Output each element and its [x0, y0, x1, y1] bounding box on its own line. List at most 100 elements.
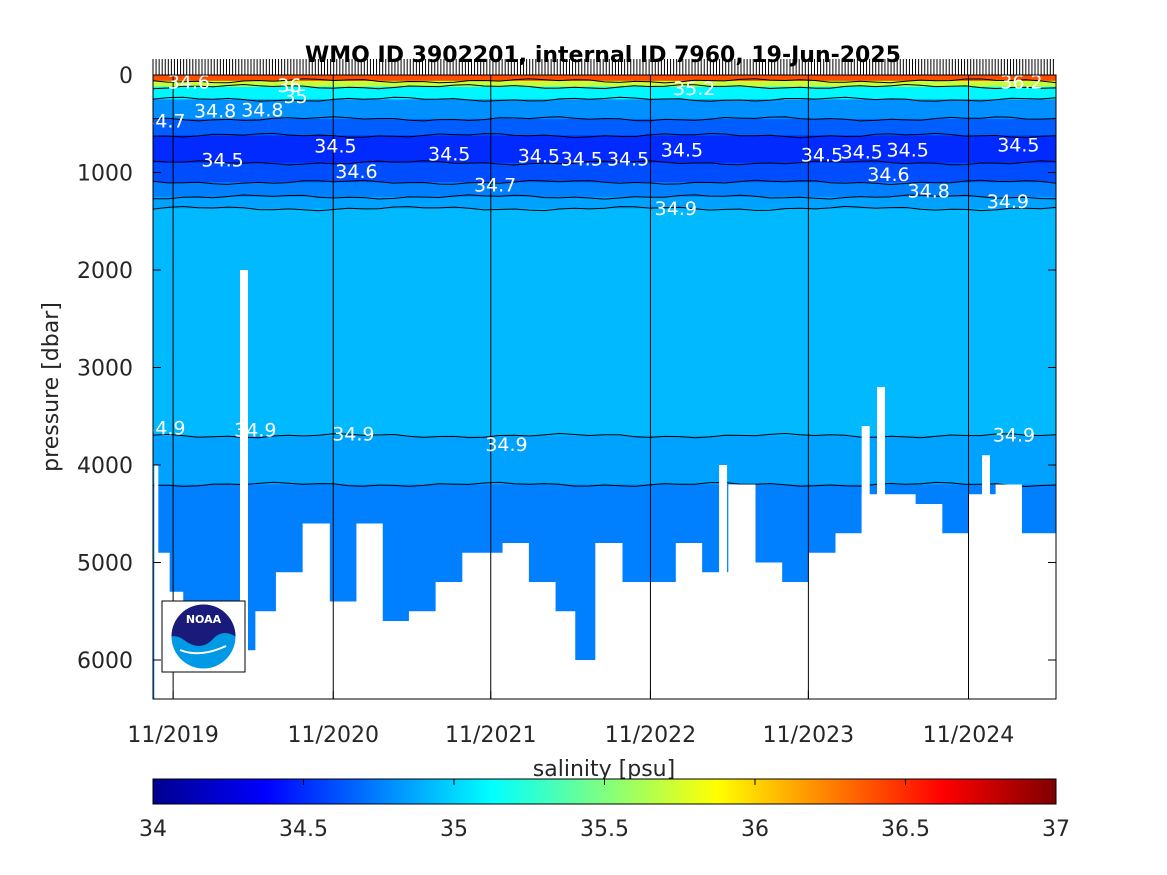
contour-lines	[153, 78, 1056, 488]
salinity-layer	[153, 196, 1056, 210]
contour-line	[153, 481, 1056, 488]
contour-label: 34.5	[661, 140, 703, 162]
colorbar-tick-label: 36	[741, 817, 769, 842]
salinity-layer	[153, 118, 1056, 136]
contour-label: 34.5	[997, 135, 1039, 157]
contour-label: 34.5	[607, 148, 649, 170]
no-data-region	[574, 660, 596, 699]
logo-bird-icon	[171, 604, 236, 646]
x-tick-label: 11/2024	[923, 723, 1014, 748]
no-data-region	[255, 611, 277, 699]
contour-line	[153, 179, 1056, 186]
contour-label: 34.9	[987, 191, 1029, 213]
contour-label: 34.5	[428, 143, 470, 165]
contour-label: 34.9	[234, 419, 276, 441]
no-data-region	[154, 465, 159, 699]
colorbar-ticks: 34 34.5 35 35.5 36 36.5 37	[139, 779, 1070, 842]
x-tick-label: 11/2022	[605, 723, 696, 748]
logo-text: NOAA	[186, 613, 222, 626]
contour-line	[153, 160, 1056, 166]
x-tick-label: 11/2021	[445, 723, 536, 748]
contour-label: 34.5	[561, 148, 603, 170]
no-data-region	[995, 484, 1022, 699]
y-tick-label: 6000	[77, 649, 133, 674]
contour-label: 34.9	[485, 434, 527, 456]
contour-line	[153, 96, 1056, 102]
x-tick-label: 11/2023	[763, 723, 854, 748]
no-data-region	[555, 611, 576, 699]
y-axis-label: pressure [dbar]	[39, 302, 64, 472]
y-axis: 0 1000 2000 3000 4000 5000 6000	[77, 64, 1056, 674]
contour-label: 34.8	[241, 100, 283, 122]
contour-label: 34.5	[314, 136, 356, 158]
data-gap-bar	[982, 455, 990, 699]
contour-label: 35	[284, 86, 308, 108]
data-gap-bar	[719, 465, 728, 699]
salinity-layer	[153, 162, 1056, 183]
contour-label: 34.9	[655, 198, 697, 220]
contour-label: 34.5	[841, 142, 883, 164]
contour-label: 34.6	[168, 71, 210, 93]
no-data-region	[382, 621, 410, 699]
salinity-layer	[153, 435, 1056, 485]
data-gap-bar	[861, 426, 870, 699]
contour-label: 35.2	[673, 78, 715, 100]
x-tick-label: 11/2019	[127, 723, 218, 748]
salinity-layer	[153, 182, 1056, 198]
salinity-layer	[153, 75, 1056, 82]
no-data-region	[462, 552, 504, 699]
no-data-region	[888, 494, 916, 699]
colorbar-tick-label: 36.5	[881, 817, 930, 842]
contour-line	[153, 116, 1056, 122]
no-data-region	[528, 582, 556, 699]
no-data-region	[941, 533, 969, 699]
salinity-layer	[153, 99, 1056, 120]
vertical-markers	[172, 75, 969, 699]
contour-line	[153, 83, 1056, 90]
contour-label: 34.9	[143, 417, 185, 439]
no-data-region	[835, 533, 863, 699]
x-axis: 11/2019 11/2020 11/2021 11/2022 11/2023 11/20…	[127, 59, 1054, 748]
no-data-region	[622, 582, 650, 699]
y-tick-label: 1000	[77, 162, 133, 187]
y-tick-label: 0	[119, 64, 133, 89]
no-data-region	[408, 611, 437, 699]
contour-label: 34.5	[518, 145, 560, 167]
y-tick-label: 2000	[77, 259, 133, 284]
no-data-region	[755, 562, 783, 699]
y-tick-label: 4000	[77, 454, 133, 479]
no-data-region	[675, 543, 703, 699]
data-gap-bar	[877, 387, 885, 699]
colorbar-tick-label: 34.5	[279, 817, 328, 842]
contour-line	[153, 205, 1056, 212]
contour-label: 36.2	[1000, 71, 1042, 93]
contour-label: 36	[277, 75, 301, 97]
contour-line	[153, 194, 1056, 200]
no-data-region	[915, 504, 943, 699]
contour-label: 34.5	[801, 144, 843, 166]
no-data-region	[502, 543, 529, 699]
contour-label: 34.9	[332, 423, 374, 445]
salinity-layer	[153, 135, 1056, 164]
no-data-region	[356, 523, 383, 699]
contour-label: 34.7	[143, 110, 185, 132]
x-minor-ticks	[152, 59, 1054, 75]
y-tick-label: 5000	[77, 552, 133, 577]
data-gap-bar	[240, 270, 248, 699]
salinity-layer	[153, 208, 1056, 437]
y-tick-label: 3000	[77, 357, 133, 382]
noaa-logo: NOAA	[161, 600, 246, 673]
colorbar-tick-label: 35.5	[580, 817, 629, 842]
colorbar-label: salinity [psu]	[533, 757, 675, 782]
colorbar-tick-label: 34	[139, 817, 167, 842]
no-data-region	[595, 543, 623, 699]
no-data-region	[808, 552, 836, 699]
contour-line	[153, 132, 1056, 139]
no-data-region	[781, 582, 809, 699]
contour-label: 34.5	[887, 140, 929, 162]
contour-label: 34.6	[867, 164, 909, 186]
salinity-layer	[153, 80, 1056, 88]
contour-label: 34.7	[474, 175, 516, 197]
